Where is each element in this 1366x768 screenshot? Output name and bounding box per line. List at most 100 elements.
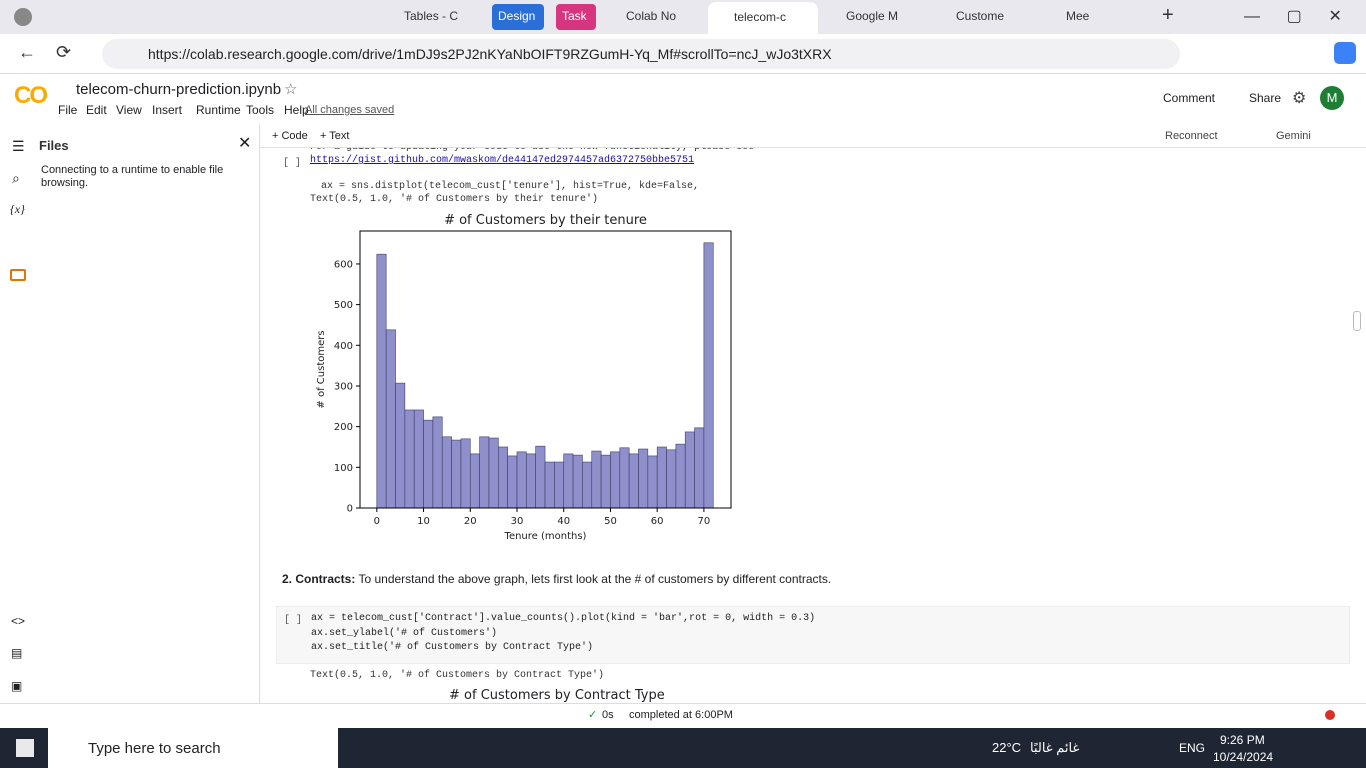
markdown-cell: 2. Contracts: To understand the above gr… bbox=[282, 572, 831, 586]
add-code[interactable]: + Code bbox=[272, 130, 308, 142]
bar bbox=[432, 416, 443, 509]
add-text[interactable]: + Text bbox=[320, 130, 350, 142]
y-tick-label: 500 bbox=[334, 300, 353, 311]
command-palette[interactable]: ▤ bbox=[11, 646, 23, 660]
scrollbar[interactable] bbox=[1353, 311, 1361, 331]
y-tick-label: 300 bbox=[334, 381, 353, 392]
bar bbox=[619, 447, 630, 509]
bar bbox=[507, 455, 518, 509]
browser-tab[interactable]: Colab No bbox=[626, 9, 677, 23]
bar bbox=[423, 419, 434, 509]
weather: غائم غالبًا bbox=[1030, 740, 1080, 755]
bar bbox=[610, 451, 621, 509]
avatar[interactable]: M bbox=[1320, 86, 1344, 110]
menu-item[interactable]: Tools bbox=[246, 103, 275, 117]
menu-item[interactable]: Insert bbox=[152, 103, 183, 117]
sidebar-title: Files bbox=[39, 138, 69, 153]
y-tick-label: 100 bbox=[334, 463, 353, 474]
close-sidebar[interactable]: ✕ bbox=[238, 135, 252, 152]
code-line: ax.set_ylabel('# of Customers') bbox=[311, 627, 498, 639]
nav-buttons[interactable]: ← ⟳ bbox=[18, 42, 72, 62]
star[interactable]: ☆ bbox=[284, 81, 298, 98]
x-tick-label: 20 bbox=[464, 516, 477, 527]
bar bbox=[572, 454, 583, 509]
comment-button[interactable]: Comment bbox=[1163, 91, 1216, 105]
reconnect[interactable]: Reconnect bbox=[1165, 130, 1218, 142]
saved-status[interactable]: All changes saved bbox=[305, 104, 395, 116]
notebook-name[interactable]: telecom-churn-prediction.ipynb bbox=[76, 81, 282, 98]
window-controls[interactable]: — ▢ ✕ bbox=[1244, 8, 1342, 25]
browser-tab[interactable]: Custome bbox=[956, 9, 1005, 23]
bar bbox=[488, 437, 499, 509]
browser-tab[interactable]: Task bbox=[556, 4, 596, 30]
copilot-icon[interactable] bbox=[1334, 42, 1356, 64]
bar bbox=[638, 448, 649, 509]
profile-icon[interactable] bbox=[14, 8, 32, 26]
bar bbox=[516, 451, 527, 509]
x-tick-label: 30 bbox=[511, 516, 524, 527]
menu-item[interactable]: View bbox=[116, 103, 142, 117]
code-line: ax = telecom_cust['Contract'].value_coun… bbox=[311, 613, 816, 624]
url: https://colab.research.google.com/drive/… bbox=[148, 46, 832, 62]
bar bbox=[460, 438, 471, 509]
browser-tab[interactable]: Mee bbox=[1066, 9, 1090, 23]
y-tick-label: 200 bbox=[334, 422, 353, 433]
y-axis-label: # of Customers bbox=[316, 330, 327, 408]
x-tick-label: 60 bbox=[651, 516, 664, 527]
browser-tab[interactable]: telecom-c bbox=[708, 2, 818, 34]
notebook: For a guide to updating your code to use… bbox=[261, 148, 1356, 703]
x-tick-label: 10 bbox=[417, 516, 430, 527]
y-tick-label: 600 bbox=[334, 259, 353, 270]
clipped-warning: For a guide to updating your code to use… bbox=[310, 148, 754, 153]
code-snippets[interactable]: <> bbox=[11, 614, 26, 628]
link[interactable]: https://gist.github.com/mwaskom/de44147e… bbox=[310, 155, 695, 166]
code-line: ax.set_title('# of Customers by Contract… bbox=[311, 642, 594, 653]
search-icon[interactable]: ⌕ bbox=[12, 170, 20, 186]
terminal[interactable]: ▣ bbox=[11, 679, 23, 693]
bar bbox=[526, 453, 536, 509]
bar bbox=[376, 253, 387, 509]
variables-icon[interactable]: {x} bbox=[10, 202, 25, 216]
run-bracket[interactable]: [ ] bbox=[283, 158, 302, 169]
temperature: 22°C bbox=[992, 740, 1022, 755]
x-axis-label: Tenure (months) bbox=[504, 531, 587, 542]
menu-item[interactable]: Runtime bbox=[196, 103, 241, 117]
bar bbox=[498, 446, 508, 509]
chart-title: # of Customers by their tenure bbox=[444, 213, 647, 228]
bar bbox=[413, 409, 424, 509]
run-bracket[interactable]: [ ] bbox=[284, 615, 303, 626]
bar bbox=[535, 445, 546, 509]
search-box[interactable]: Type here to search bbox=[48, 728, 338, 768]
browser-tab[interactable]: Design bbox=[492, 4, 544, 30]
menu-item[interactable]: File bbox=[58, 103, 78, 117]
x-tick-label: 0 bbox=[374, 516, 380, 527]
browser-tab[interactable]: Google M bbox=[846, 9, 899, 23]
output-text: Text(0.5, 1.0, '# of Customers by Contra… bbox=[310, 670, 605, 681]
bar bbox=[647, 455, 658, 509]
bar bbox=[600, 454, 611, 509]
bar bbox=[554, 461, 565, 509]
start-button[interactable] bbox=[16, 739, 34, 757]
code-echo: ax = sns.distplot(telecom_cust['tenure']… bbox=[321, 181, 700, 192]
url-box[interactable]: https://colab.research.google.com/drive/… bbox=[102, 39, 1180, 69]
new-tab[interactable]: + bbox=[1162, 4, 1174, 26]
gemini[interactable]: Gemini bbox=[1276, 130, 1311, 142]
bar bbox=[666, 449, 677, 509]
share-button[interactable]: Share bbox=[1249, 91, 1282, 105]
bar bbox=[404, 409, 415, 509]
settings[interactable]: ⚙ bbox=[1292, 90, 1307, 107]
menu-item[interactable]: Help bbox=[284, 103, 309, 117]
x-tick-label: 50 bbox=[604, 516, 617, 527]
files-icon[interactable]: ☰ bbox=[12, 138, 25, 154]
bar bbox=[582, 461, 593, 509]
colab-logo[interactable]: CO bbox=[14, 82, 48, 109]
bar bbox=[479, 436, 490, 509]
code-cell[interactable]: [ ] ax = telecom_cust['Contract'].value_… bbox=[276, 606, 1350, 664]
bar bbox=[684, 431, 695, 509]
toolbar: + Code + Text Reconnect Gemini bbox=[260, 124, 1366, 148]
menu-item[interactable]: Edit bbox=[86, 103, 107, 117]
bar bbox=[656, 446, 667, 509]
browser-tab[interactable]: Tables - C bbox=[404, 9, 459, 23]
folder-icon[interactable] bbox=[10, 269, 26, 281]
